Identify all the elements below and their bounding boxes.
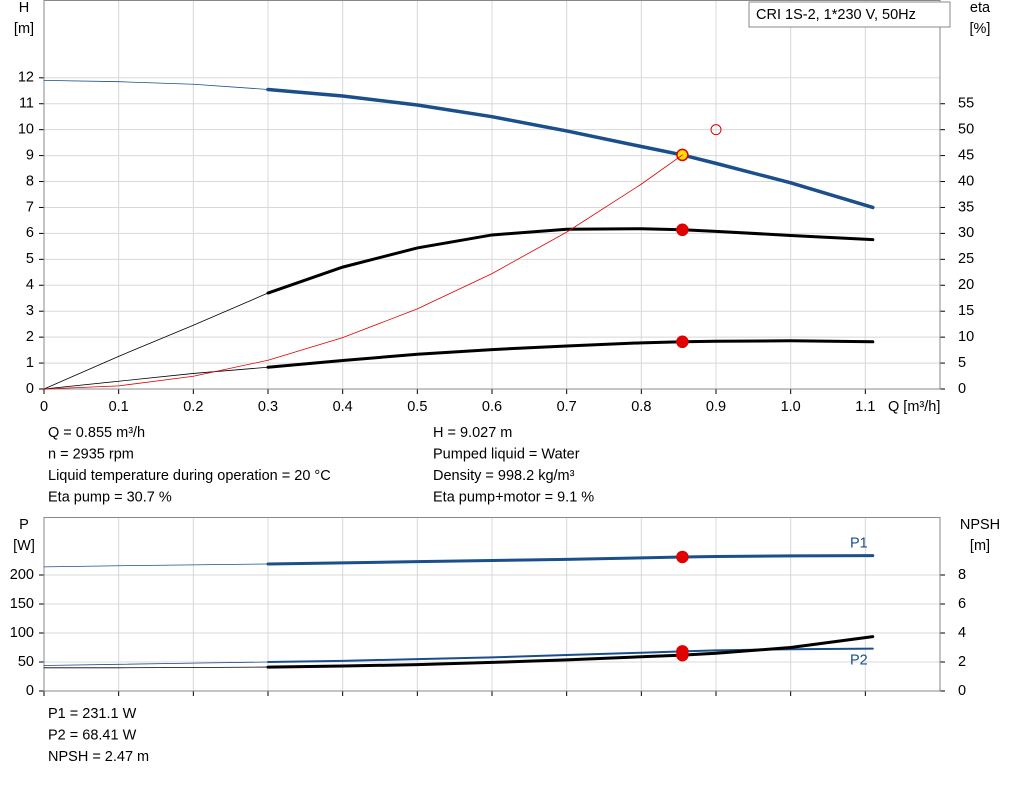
curve xyxy=(43,366,269,390)
curve xyxy=(43,292,269,390)
y-tick-label: 2 xyxy=(26,329,34,345)
y2-tick-label: 5 xyxy=(958,355,966,371)
y-tick-label: 12 xyxy=(18,70,34,86)
y-tick-label: 1 xyxy=(26,355,34,371)
x-tick-label: 0.1 xyxy=(109,399,129,415)
y-tick-label: 6 xyxy=(26,225,34,241)
y-tick-label: 4 xyxy=(26,277,34,293)
y-tick-label: 0 xyxy=(26,381,34,397)
x-tick-label: 0.3 xyxy=(258,399,278,415)
curve xyxy=(43,154,683,390)
y2-axis-label: NPSH xyxy=(960,517,1000,533)
x-tick-label: 0.7 xyxy=(557,399,577,415)
y-tick-label: 0 xyxy=(26,683,34,699)
curve xyxy=(43,79,269,90)
x-tick-label: 0.8 xyxy=(631,399,651,415)
curve xyxy=(266,227,875,295)
y-tick-label: 200 xyxy=(10,567,34,583)
curve xyxy=(266,554,875,566)
y2-tick-label: 10 xyxy=(958,329,974,345)
x-tick-label: 0.2 xyxy=(183,399,203,415)
y2-axis-unit: [m] xyxy=(970,538,990,554)
x-tick-label: 0 xyxy=(40,399,48,415)
operating-marker xyxy=(676,550,689,564)
info-text: n = 2935 rpm xyxy=(48,446,134,462)
x-tick-label: 0.9 xyxy=(706,399,726,415)
reference-point xyxy=(710,124,722,136)
y2-tick-label: 20 xyxy=(958,277,974,293)
y-tick-label: 7 xyxy=(26,199,34,215)
info-text: Pumped liquid = Water xyxy=(433,446,580,462)
x-tick-label: 1.0 xyxy=(781,399,801,415)
y2-tick-label: 30 xyxy=(958,225,974,241)
info-text: Eta pump+motor = 9.1 % xyxy=(433,489,594,505)
y-tick-label: 150 xyxy=(10,596,34,612)
curve xyxy=(43,661,269,666)
info-text: P2 = 68.41 W xyxy=(48,727,137,743)
curve xyxy=(43,563,269,568)
operating-marker xyxy=(676,223,689,237)
y2-tick-label: 0 xyxy=(958,683,966,699)
y2-tick-label: 25 xyxy=(958,251,974,267)
y2-axis-label: eta xyxy=(970,0,991,16)
info-text: H = 9.027 m xyxy=(433,425,512,441)
y-axis-label: H xyxy=(19,0,29,16)
y-tick-label: 9 xyxy=(26,147,34,163)
y-tick-label: 8 xyxy=(26,173,34,189)
operating-marker xyxy=(676,648,689,662)
x-tick-label: 0.4 xyxy=(333,399,353,415)
y-tick-label: 11 xyxy=(19,96,34,112)
y-tick-label: 5 xyxy=(26,251,34,267)
y2-tick-label: 40 xyxy=(958,173,974,189)
y2-tick-label: 4 xyxy=(958,625,966,641)
plot-frame xyxy=(43,0,941,390)
y-axis-label: P xyxy=(19,517,29,533)
legend-box xyxy=(748,1,951,28)
y2-tick-label: 45 xyxy=(958,147,974,163)
info-text: Liquid temperature during operation = 20… xyxy=(48,468,331,484)
y-tick-label: 100 xyxy=(10,625,34,641)
x-tick-label: 1.1 xyxy=(855,399,875,415)
y2-tick-label: 2 xyxy=(958,654,966,670)
info-text: Eta pump = 30.7 % xyxy=(48,489,172,505)
y-tick-label: 50 xyxy=(18,654,34,670)
curve-label: P1 xyxy=(850,535,868,551)
info-text: Density = 998.2 kg/m³ xyxy=(433,468,575,484)
y-axis-unit: [W] xyxy=(13,538,35,554)
info-text: NPSH = 2.47 m xyxy=(48,749,149,765)
y2-tick-label: 15 xyxy=(958,303,974,319)
curve xyxy=(266,635,875,669)
y2-tick-label: 50 xyxy=(958,121,974,137)
plot-frame xyxy=(43,517,941,692)
x-tick-label: 0.5 xyxy=(407,399,427,415)
y2-tick-label: 35 xyxy=(958,199,974,215)
y-tick-label: 3 xyxy=(26,303,34,319)
curve-label: P2 xyxy=(850,652,868,668)
y2-tick-label: 8 xyxy=(958,567,966,583)
info-text: P1 = 231.1 W xyxy=(48,706,137,722)
operating-marker xyxy=(676,335,689,349)
y2-axis-unit: [%] xyxy=(970,21,991,37)
legend-text: CRI 1S-2, 1*230 V, 50Hz xyxy=(756,7,916,23)
curve xyxy=(266,87,875,210)
info-text: Q = 0.855 m³/h xyxy=(48,425,145,441)
y-tick-label: 10 xyxy=(18,121,34,137)
x-tick-label: 0.6 xyxy=(482,399,502,415)
y2-tick-label: 0 xyxy=(958,381,966,397)
y2-tick-label: 6 xyxy=(958,596,966,612)
curve xyxy=(43,666,269,669)
x-axis-label: Q [m³/h] xyxy=(888,399,940,415)
y2-tick-label: 55 xyxy=(958,96,974,112)
y-axis-unit: [m] xyxy=(14,21,34,37)
curve xyxy=(266,339,875,369)
